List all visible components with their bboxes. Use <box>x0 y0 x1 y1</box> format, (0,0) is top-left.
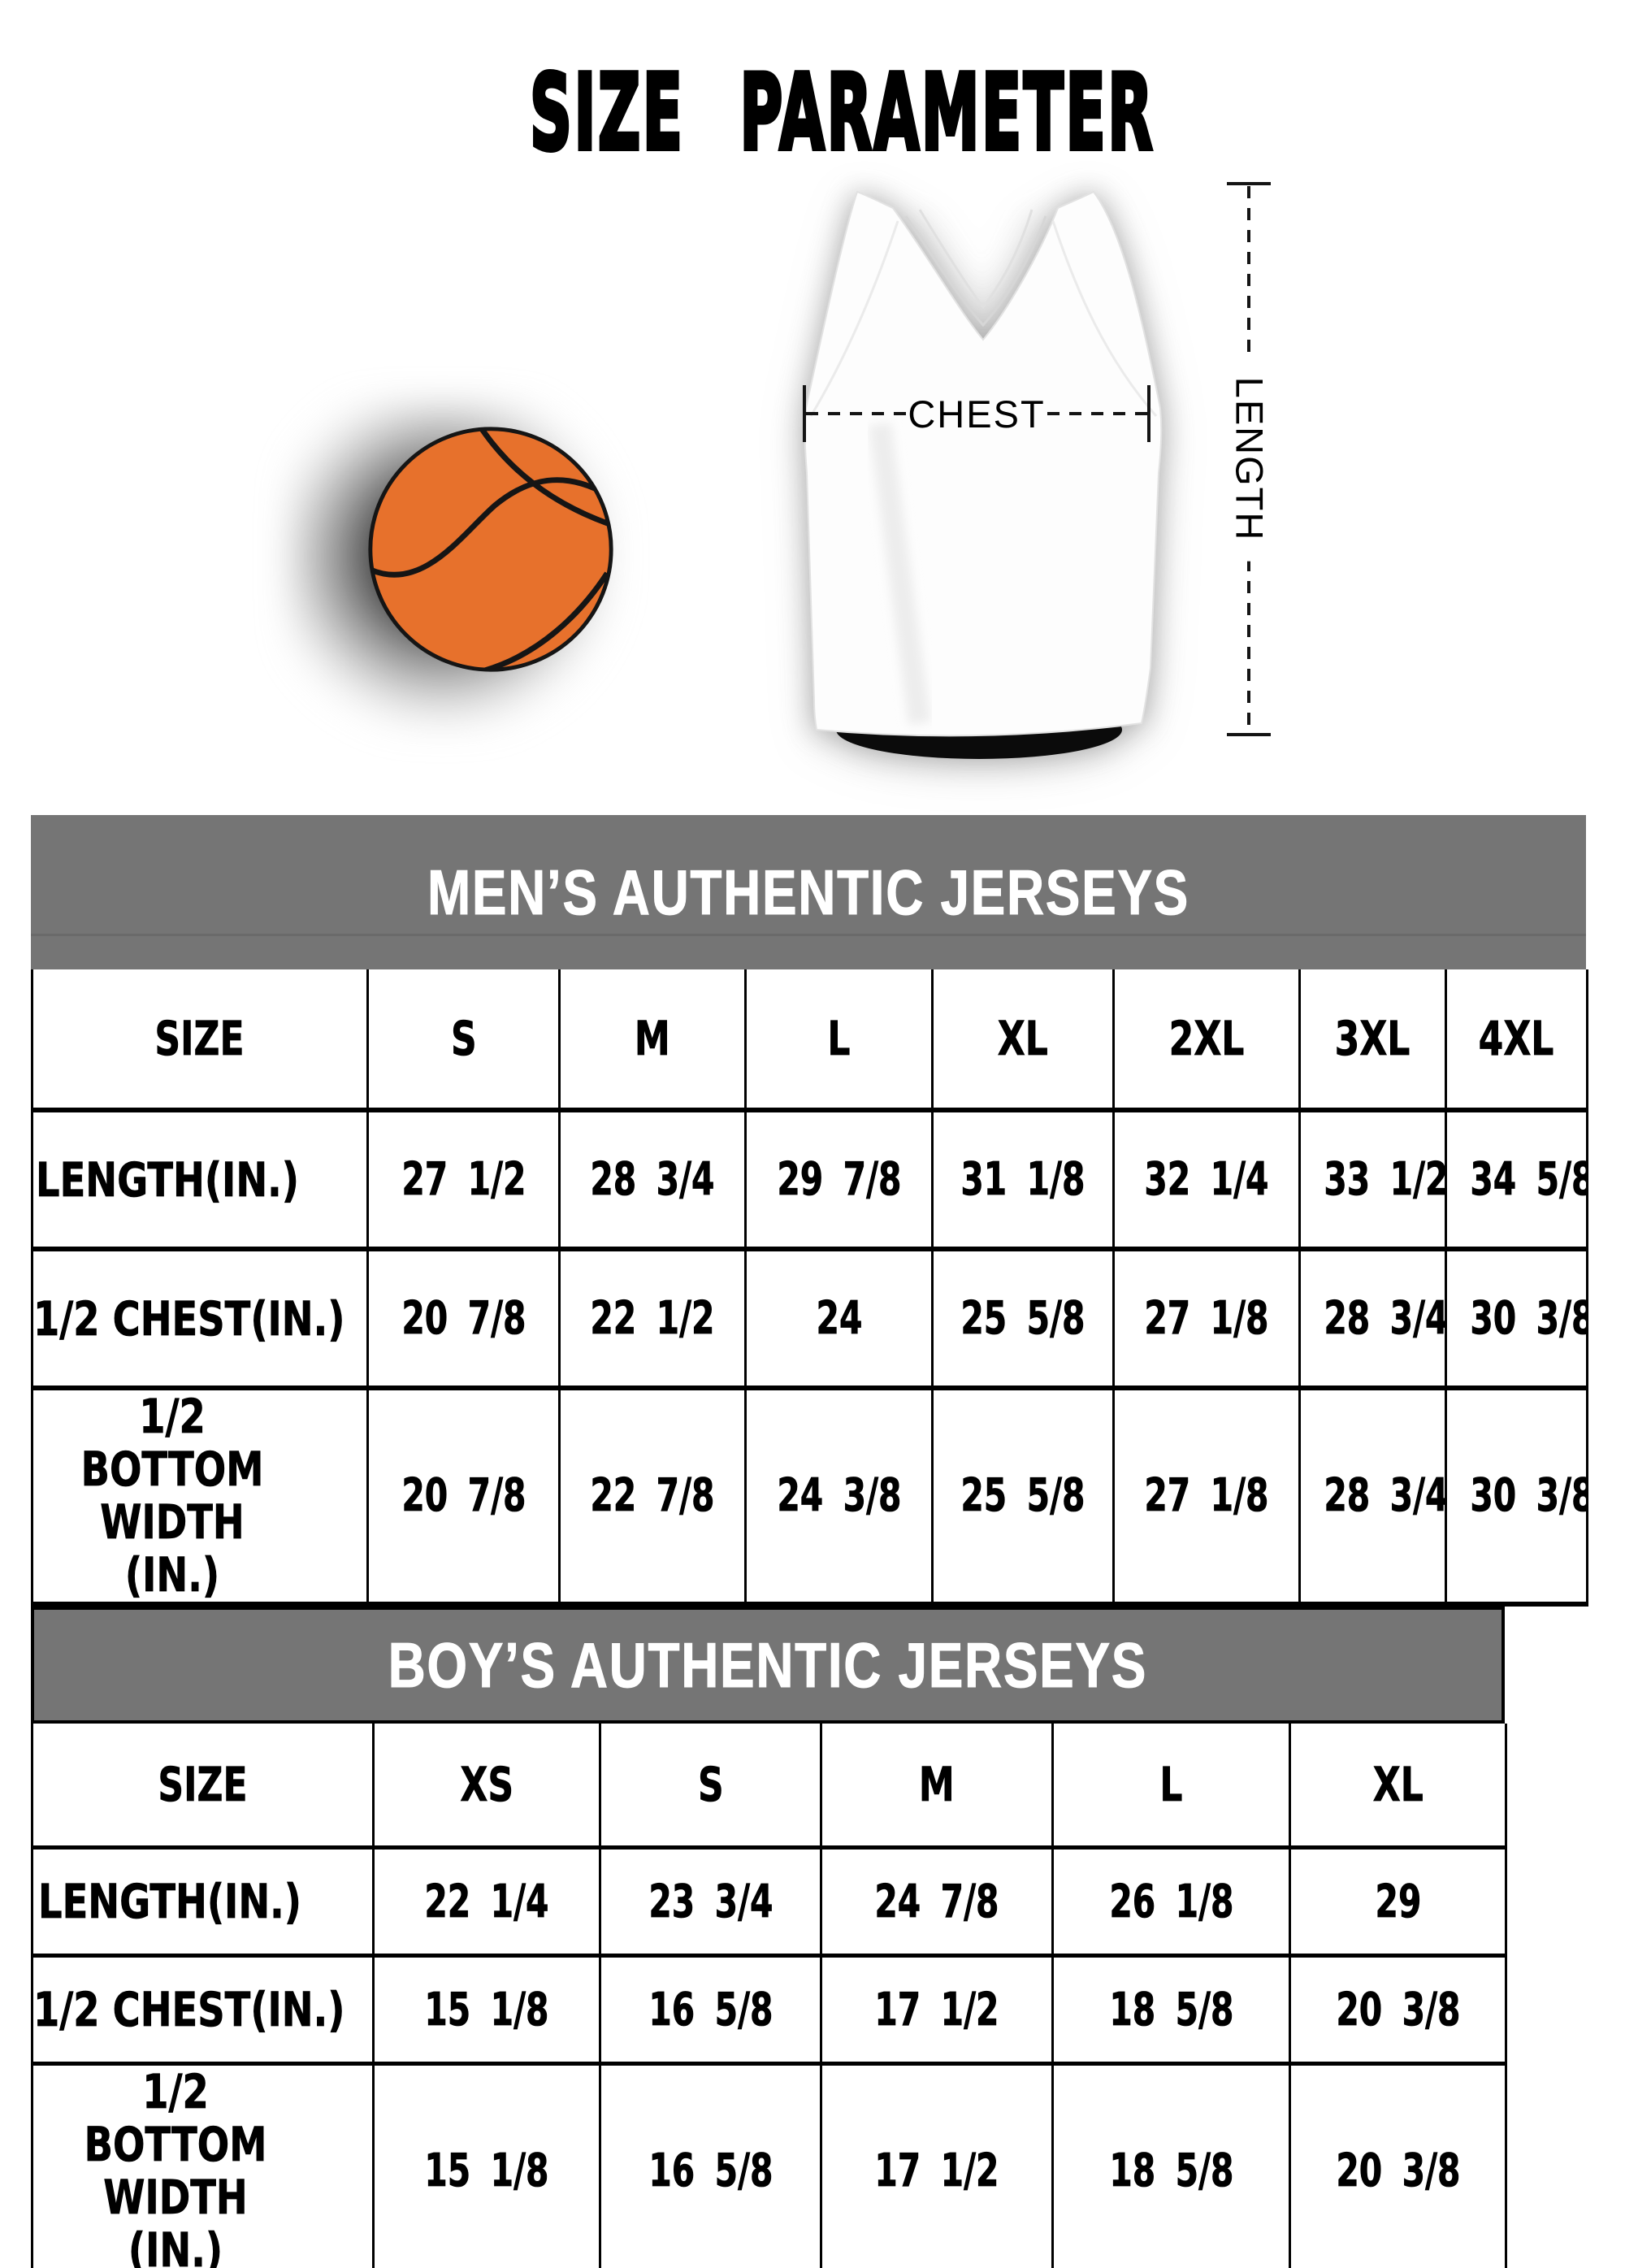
value-cell: 22 1/4 <box>372 1847 600 1956</box>
chest-right-tick <box>1147 385 1150 442</box>
length-label: LENGTH <box>1225 357 1274 562</box>
size-col-header: S <box>366 969 560 1110</box>
size-header-cell: SIZE <box>32 969 368 1110</box>
value-cell: 18 5/8 <box>1051 1955 1290 2064</box>
value-cell: 34 5/8 <box>1445 1110 1588 1249</box>
size-col-header: S <box>599 1724 821 1848</box>
size-col-header: L <box>1051 1724 1290 1848</box>
boys-table-section: BOY’S AUTHENTIC JERSEYS SIZE XS S M L XL… <box>31 1607 1507 2268</box>
value-cell: 29 <box>1289 1847 1506 1956</box>
length-bottom-tick <box>1227 733 1271 736</box>
table-row-half-bottom-width: 1/2 BOTTOM WIDTH (IN.) 15 1/8 16 5/8 17 … <box>32 2063 1506 2268</box>
value-cell: 25 5/8 <box>931 1388 1114 1604</box>
value-cell: 16 5/8 <box>599 2063 821 2268</box>
value-cell: 23 3/4 <box>599 1847 821 1956</box>
mens-size-table: SIZE S M L XL 2XL 3XL 4XL LENGTH(IN.) 27… <box>31 969 1588 1607</box>
value-cell: 24 3/8 <box>744 1388 933 1604</box>
table-row-half-chest: 1/2 CHEST(IN.) 20 7/8 22 1/2 24 25 5/8 2… <box>32 1249 1588 1388</box>
header-seam-line <box>31 934 1586 936</box>
boys-table-header-bar: BOY’S AUTHENTIC JERSEYS <box>31 1607 1505 1724</box>
size-col-header: 4XL <box>1445 969 1588 1110</box>
value-cell: 22 1/2 <box>558 1249 746 1388</box>
value-cell: 25 5/8 <box>931 1249 1114 1388</box>
table-row-length: LENGTH(IN.) 22 1/4 23 3/4 24 7/8 26 1/8 … <box>32 1847 1506 1956</box>
boys-table-title: BOY’S AUTHENTIC JERSEYS <box>388 1628 1148 1701</box>
size-col-header: 2XL <box>1112 969 1300 1110</box>
row-label-cell: LENGTH(IN.) <box>35 1151 299 1208</box>
mens-table-title: MEN’S AUTHENTIC JERSEYS <box>427 856 1190 928</box>
basketball-icon <box>368 427 613 672</box>
value-cell: 27 1/8 <box>1112 1388 1300 1604</box>
size-col-header: 3XL <box>1298 969 1446 1110</box>
row-label-cell: 1/2 BOTTOM WIDTH (IN.) <box>80 1389 264 1602</box>
table-row-half-chest: 1/2 CHEST(IN.) 15 1/8 16 5/8 17 1/2 18 5… <box>32 1955 1506 2064</box>
value-cell: 15 1/8 <box>372 2063 600 2268</box>
value-cell: 27 1/2 <box>366 1110 560 1249</box>
page-title-row: SIZE PARAMETER <box>0 53 1625 174</box>
jersey-illustration <box>804 190 1163 759</box>
length-dimension-line: LENGTH <box>1225 182 1274 736</box>
chest-dash-left <box>806 412 907 415</box>
value-cell: 30 3/8 <box>1445 1388 1588 1604</box>
value-cell: 20 3/8 <box>1289 2063 1506 2268</box>
boys-size-table: SIZE XS S M L XL LENGTH(IN.) 22 1/4 23 3… <box>31 1724 1507 2268</box>
mens-table-header-bar: MEN’S AUTHENTIC JERSEYS <box>31 815 1586 969</box>
size-col-header: M <box>558 969 746 1110</box>
value-cell: 17 1/2 <box>820 2063 1053 2268</box>
row-label-cell: 1/2 BOTTOM WIDTH (IN.) <box>84 2064 266 2268</box>
page-title: SIZE PARAMETER <box>529 53 1155 174</box>
table-row-length: LENGTH(IN.) 27 1/2 28 3/4 29 7/8 31 1/8 … <box>32 1110 1588 1249</box>
value-cell: 27 1/8 <box>1112 1249 1300 1388</box>
value-cell: 26 1/8 <box>1051 1847 1290 1956</box>
value-cell: 22 7/8 <box>558 1388 746 1604</box>
size-header-label: SIZE <box>154 1011 245 1067</box>
value-cell: 31 1/8 <box>931 1110 1114 1249</box>
row-label-cell: LENGTH(IN.) <box>38 1874 302 1930</box>
value-cell: 24 <box>744 1249 933 1388</box>
row-label-cell: 1/2 CHEST(IN.) <box>33 1290 345 1346</box>
value-cell: 20 3/8 <box>1289 1955 1506 2064</box>
chest-dimension-line: CHEST <box>803 385 1150 442</box>
size-col-header: XL <box>931 969 1114 1110</box>
chest-dash-right <box>1046 412 1148 415</box>
value-cell: 32 1/4 <box>1112 1110 1300 1249</box>
value-cell: 28 3/4 <box>1298 1249 1446 1388</box>
value-cell: 30 3/8 <box>1445 1249 1588 1388</box>
value-cell: 18 5/8 <box>1051 2063 1290 2268</box>
size-col-header: XS <box>372 1724 600 1848</box>
size-col-header: L <box>744 969 933 1110</box>
value-cell: 29 7/8 <box>744 1110 933 1249</box>
chest-left-tick <box>803 385 806 442</box>
size-col-header: XL <box>1289 1724 1506 1848</box>
value-cell: 17 1/2 <box>820 1955 1053 2064</box>
table-row-sizes: SIZE S M L XL 2XL 3XL 4XL <box>32 969 1588 1110</box>
size-header-cell: SIZE <box>32 1724 374 1848</box>
size-col-header: M <box>820 1724 1053 1848</box>
value-cell: 28 3/4 <box>558 1110 746 1249</box>
row-label-cell: 1/2 CHEST(IN.) <box>33 1982 345 2038</box>
table-row-sizes: SIZE XS S M L XL <box>32 1724 1506 1848</box>
value-cell: 33 1/2 <box>1298 1110 1446 1249</box>
value-cell: 16 5/8 <box>599 1955 821 2064</box>
value-cell: 15 1/8 <box>372 1955 600 2064</box>
length-top-tick <box>1227 182 1271 185</box>
chest-label: CHEST <box>908 392 1046 436</box>
mens-table-section: MEN’S AUTHENTIC JERSEYS SIZE S M L XL 2X… <box>31 815 1588 1607</box>
value-cell: 20 7/8 <box>366 1249 560 1388</box>
value-cell: 20 7/8 <box>366 1388 560 1604</box>
value-cell: 24 7/8 <box>820 1847 1053 1956</box>
size-header-label: SIZE <box>158 1757 248 1813</box>
value-cell: 28 3/4 <box>1298 1388 1446 1604</box>
table-row-half-bottom-width: 1/2 BOTTOM WIDTH (IN.) 20 7/8 22 7/8 24 … <box>32 1388 1588 1604</box>
